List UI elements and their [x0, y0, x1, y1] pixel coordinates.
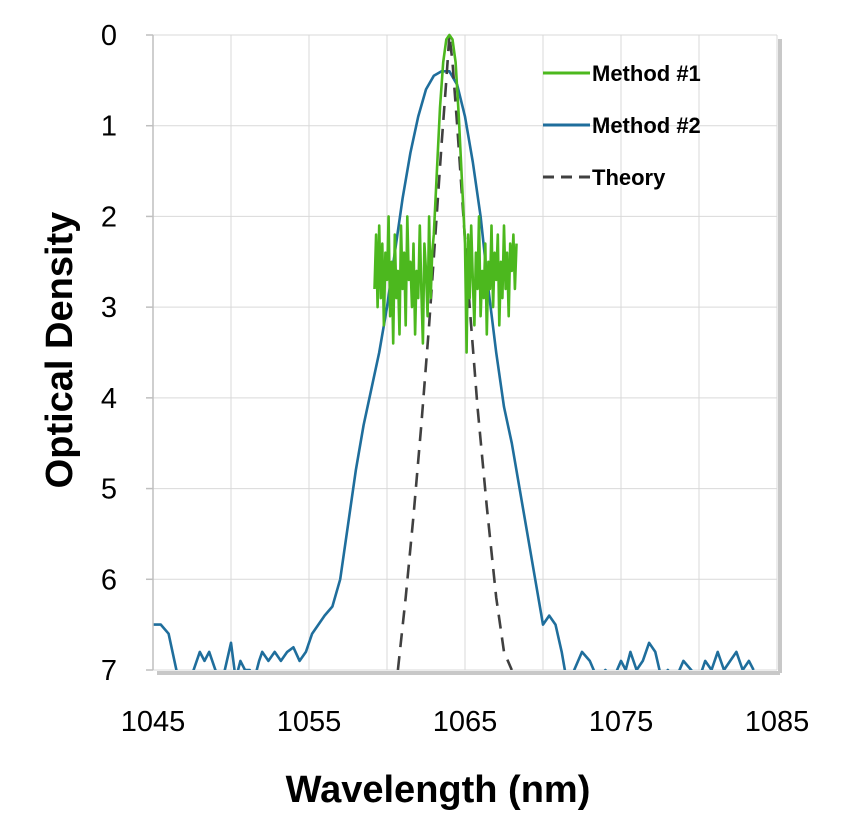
series-method-2-line	[153, 70, 755, 670]
y-tick-label: 3	[101, 292, 117, 324]
x-axis-title: Wavelength (nm)	[286, 769, 591, 811]
legend-label-method-1: Method #1	[592, 61, 701, 86]
axes	[146, 34, 154, 671]
y-axis-title: Optical Density	[39, 212, 81, 489]
plot-area-shadow	[157, 39, 782, 675]
y-tick-label: 7	[101, 655, 117, 687]
y-tick-labels: 0 1 2 3 4 5 6 7	[101, 20, 117, 687]
x-tick-label: 1045	[121, 706, 186, 738]
series-method-1-line	[373, 33, 518, 354]
y-tick-label: 1	[101, 111, 117, 143]
y-tick-label: 0	[101, 20, 117, 52]
y-tick-label: 4	[101, 383, 117, 415]
y-tick-label: 2	[101, 201, 117, 233]
series-theory-line	[396, 33, 513, 670]
legend-label-method-2: Method #2	[592, 113, 701, 138]
series-group	[153, 33, 755, 670]
x-tick-label: 1055	[277, 706, 342, 738]
x-tick-label: 1065	[433, 706, 498, 738]
x-tick-labels: 1045 1055 1065 1075 1085	[121, 706, 810, 738]
grid-lines	[152, 34, 778, 671]
y-tick-label: 6	[101, 564, 117, 596]
legend-label-theory: Theory	[592, 165, 666, 190]
x-tick-label: 1075	[589, 706, 654, 738]
legend: Method #1 Method #2 Theory	[543, 61, 701, 190]
y-tick-label: 5	[101, 474, 117, 506]
x-tick-label: 1085	[745, 706, 810, 738]
